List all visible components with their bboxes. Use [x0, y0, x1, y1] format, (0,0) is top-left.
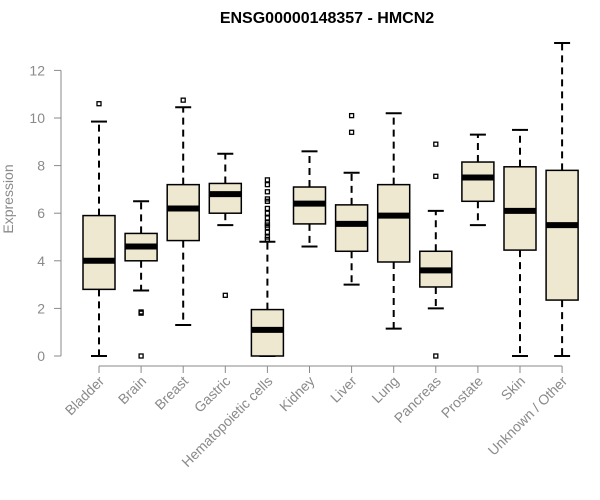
outlier-point — [348, 112, 355, 119]
outlier-point — [264, 234, 271, 240]
outlier-point — [96, 101, 102, 107]
x-tick-label: Pancreas — [391, 373, 444, 426]
box — [461, 161, 495, 203]
x-tick-label: Liver — [327, 373, 360, 406]
box-group — [334, 112, 369, 286]
y-tick-label: 2 — [37, 300, 45, 316]
box-group — [503, 128, 537, 357]
outlier-point — [433, 141, 439, 147]
box-group — [124, 200, 158, 359]
outlier-point — [433, 353, 439, 359]
box-group — [208, 152, 243, 298]
y-tick-label: 8 — [37, 158, 45, 174]
outlier-point — [264, 229, 271, 235]
y-tick-label: 6 — [37, 205, 45, 221]
outlier-point — [264, 205, 271, 212]
x-tick-label: Brain — [115, 373, 149, 407]
box-group — [545, 42, 579, 357]
chart-title: ENSG00000148357 - HMCN2 — [220, 10, 434, 27]
y-tick-label: 10 — [29, 110, 45, 126]
outlier-point — [222, 292, 228, 298]
box-group — [82, 101, 116, 357]
x-tick-label: Breast — [151, 373, 191, 413]
x-tick-label: Unknown / Other — [485, 373, 571, 459]
y-tick-label: 0 — [37, 348, 45, 364]
box — [208, 182, 243, 214]
x-tick-label: Lung — [368, 373, 401, 406]
outlier-point — [264, 177, 271, 183]
outlier-point — [264, 215, 271, 221]
box — [166, 183, 200, 242]
outlier-point — [264, 210, 271, 216]
outlier-point — [180, 97, 186, 103]
x-tick-label: Prostate — [438, 373, 486, 421]
x-tick-label: Kidney — [276, 373, 318, 415]
box-series — [82, 42, 579, 359]
box — [376, 183, 411, 263]
outlier-point — [138, 353, 144, 359]
box — [545, 169, 579, 301]
outlier-point — [433, 173, 439, 179]
outlier-point — [264, 196, 271, 202]
box — [334, 204, 369, 253]
y-tick-label: 12 — [29, 62, 45, 78]
box-group — [376, 112, 411, 330]
box-group — [461, 133, 495, 227]
box-group — [166, 97, 200, 327]
box-group — [292, 150, 327, 248]
outlier-point — [264, 181, 271, 188]
x-tick-label: Skin — [498, 373, 529, 404]
y-tick-label: 4 — [37, 253, 45, 269]
outlier-point — [264, 189, 271, 195]
x-tick-label: Bladder — [62, 373, 108, 419]
box — [82, 214, 116, 291]
outlier-point — [138, 310, 144, 316]
outlier-point — [264, 220, 271, 226]
box-group — [250, 177, 285, 357]
box-group — [419, 141, 453, 359]
outlier-point — [348, 129, 355, 135]
y-axis-label: Expression — [0, 164, 16, 233]
